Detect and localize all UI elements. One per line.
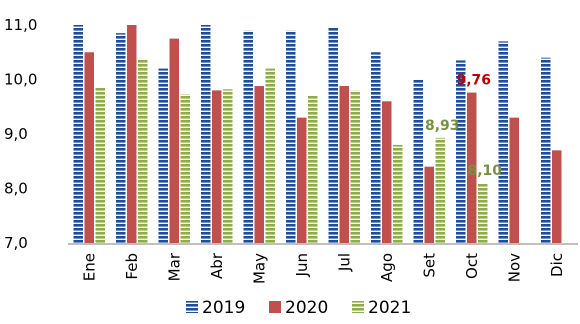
bar-2021-abr (223, 89, 233, 243)
bar-2021-ago (393, 144, 403, 243)
bar-2020-dic (552, 150, 562, 243)
x-tick-label-oct: Oct (463, 253, 481, 279)
bar-2019-abr (201, 25, 211, 243)
x-tick-label-ene: Ene (80, 253, 98, 281)
x-tick-label-set: Set (420, 253, 438, 278)
y-tick-label-3: 10,0 (4, 71, 37, 89)
bar-2020-nov (509, 117, 519, 243)
bar-2019-ene (73, 25, 83, 243)
bar-2020-mar (169, 38, 179, 243)
x-tick-label-may: May (250, 253, 268, 284)
y-tick-label-2: 9,0 (4, 125, 28, 143)
bar-2019-mar (158, 68, 168, 243)
bar-2021-oct (478, 183, 488, 243)
bar-2019-oct (456, 60, 466, 243)
bar-2021-jul (350, 90, 360, 244)
legend: 2019 2020 2021 (186, 298, 411, 318)
bar-2020-abr (212, 90, 222, 244)
bar-2020-jul (339, 86, 349, 243)
bar-2020-set (424, 166, 434, 243)
bar-2021-jun (308, 95, 318, 243)
legend-label-2020: 2020 (285, 298, 328, 318)
bar-2021-ene (95, 87, 105, 243)
legend-swatch-2019 (186, 301, 198, 313)
bar-2020-may (254, 86, 264, 243)
bar-2019-ago (371, 52, 381, 243)
legend-swatch-2020 (269, 301, 281, 313)
data-label-2020-oct: 9,76 (456, 73, 491, 89)
y-tick-label-0: 7,0 (4, 234, 28, 252)
bar-2019-jun (286, 30, 296, 244)
x-tick-label-jun: Jun (293, 253, 311, 277)
bar-2019-feb (116, 33, 126, 243)
bar-2019-dic (541, 57, 551, 244)
legend-swatch-2021 (352, 301, 364, 313)
x-tick-label-mar: Mar (165, 252, 183, 281)
bar-2019-set (413, 79, 423, 243)
bar-2021-set (435, 137, 445, 243)
annotations: 9,76 8,93 8,10 (425, 73, 502, 179)
x-tick-label-jul: Jul (335, 253, 353, 272)
data-label-2021-set: 8,93 (425, 118, 460, 134)
bar-2020-feb (127, 25, 137, 243)
bar-2019-nov (498, 41, 508, 243)
bar-2020-ene (84, 52, 94, 243)
x-tick-label-feb: Feb (123, 253, 141, 280)
bar-2020-jun (297, 117, 307, 243)
x-tick-label-ago: Ago (378, 253, 396, 282)
y-axis: 7,0 8,0 9,0 10,0 11,0 (4, 16, 37, 252)
y-tick-label-4: 11,0 (4, 16, 37, 34)
legend-label-2021: 2021 (368, 298, 411, 318)
x-tick-label-abr: Abr (208, 252, 226, 279)
bar-2021-may (265, 68, 275, 243)
bar-2019-jul (328, 27, 338, 243)
data-label-2021-oct: 8,10 (467, 163, 502, 179)
x-axis: Ene Feb Mar Abr May Jun Jul Ago Set Oct Nov Dic (68, 243, 578, 284)
bar-2021-mar (180, 94, 190, 243)
y-tick-label-1: 8,0 (4, 180, 28, 198)
bars-group (73, 25, 562, 244)
legend-label-2019: 2019 (202, 298, 245, 318)
bar-2020-ago (382, 101, 392, 243)
x-tick-label-nov: Nov (505, 253, 523, 282)
x-tick-label-dic: Dic (548, 253, 566, 277)
bar-2021-feb (138, 58, 148, 243)
bar-2019-may (243, 30, 253, 244)
bar-2020-oct (467, 92, 477, 243)
